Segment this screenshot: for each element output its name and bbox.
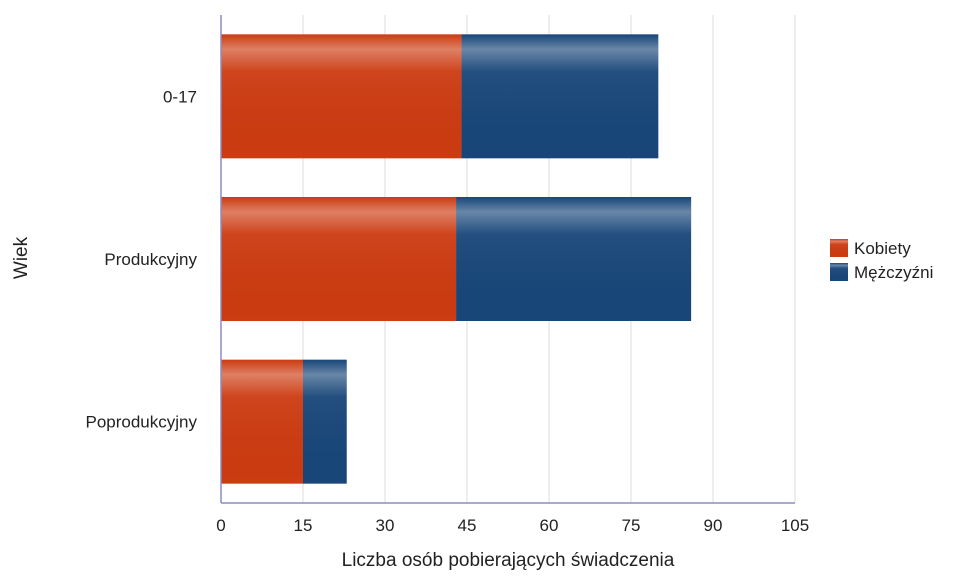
x-tick-label: 60 xyxy=(540,516,559,535)
x-tick-labels: 0 15 30 45 60 75 90 105 xyxy=(216,516,809,535)
legend-label: Kobiety xyxy=(854,239,911,258)
legend-label: Mężczyźni xyxy=(854,263,933,282)
legend-swatch-shading xyxy=(830,239,848,257)
bar-segment-shading xyxy=(461,34,659,159)
x-axis-title: Liczba osób pobierających świadczenia xyxy=(342,550,675,571)
x-tick-label: 105 xyxy=(781,516,809,535)
bar-segment-shading xyxy=(303,359,347,484)
y-tick-labels: 0-17 Produkcyjny Poprodukcyjny xyxy=(85,87,197,431)
bar-segment-shading xyxy=(456,197,692,321)
legend-swatch-shading xyxy=(830,263,848,281)
legend: Kobiety Mężczyźni xyxy=(830,239,933,282)
y-tick-label: Poprodukcyjny xyxy=(85,413,197,432)
bar-segment-shading xyxy=(221,359,303,484)
x-tick-label: 15 xyxy=(294,516,313,535)
x-tick-label: 90 xyxy=(704,516,723,535)
y-axis-title: Wiek xyxy=(11,236,32,279)
x-tick-label: 45 xyxy=(458,516,477,535)
bar-segment-shading xyxy=(221,197,457,321)
y-tick-label: Produkcyjny xyxy=(104,250,197,269)
x-tick-label: 30 xyxy=(376,516,395,535)
y-tick-label: 0-17 xyxy=(163,87,197,106)
x-tick-label: 0 xyxy=(216,516,225,535)
x-tick-label: 75 xyxy=(622,516,641,535)
bar-segment-shading xyxy=(221,34,462,159)
bars xyxy=(221,34,692,484)
